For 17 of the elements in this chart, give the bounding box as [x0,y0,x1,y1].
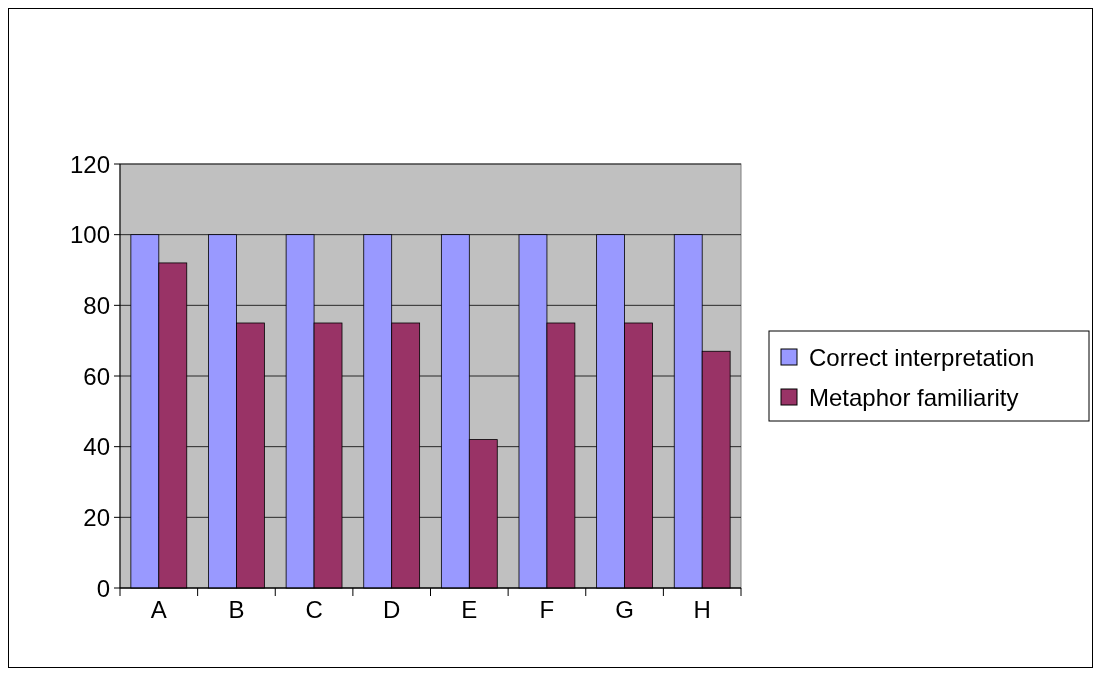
x-tick-label: G [615,596,634,623]
x-tick-label: C [305,596,323,623]
y-tick-label: 100 [69,221,110,249]
legend-label: Correct interpretation [809,343,1035,371]
x-tick-label: H [693,596,711,623]
x-tick-label: B [228,596,245,623]
x-tick-label: E [461,596,478,623]
y-tick-label: 120 [69,150,110,178]
x-tick-label: D [383,596,401,623]
x-tick-label: F [539,596,555,623]
y-tick-label: 80 [83,291,110,319]
x-tick-label: A [150,596,167,623]
y-tick-label: 60 [83,362,110,390]
y-tick-label: 40 [83,433,110,461]
y-tick-label: 0 [96,574,110,602]
y-tick-label: 20 [83,503,110,531]
legend-label: Metaphor familiarity [809,383,1019,411]
